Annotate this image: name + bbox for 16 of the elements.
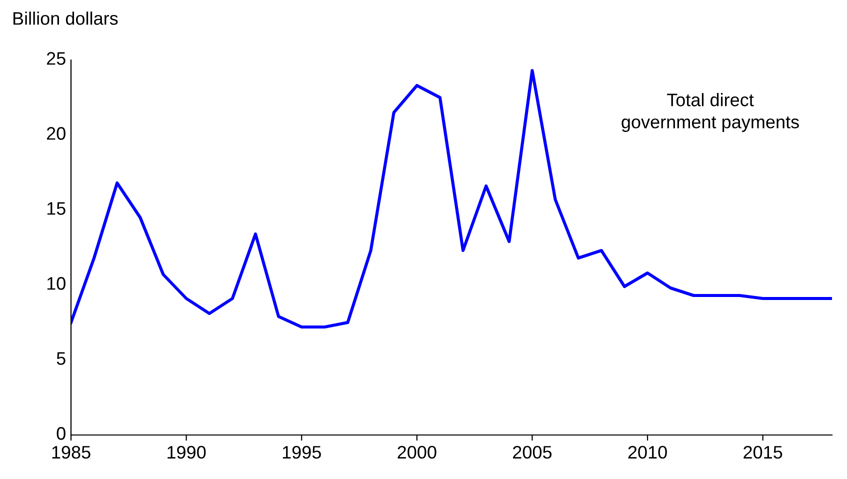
x-tick-label: 1995 — [282, 446, 321, 459]
x-tick-label: 1985 — [52, 446, 90, 459]
y-tick-label: 25 — [46, 52, 66, 65]
y-tick-label: 15 — [47, 202, 66, 215]
x-tick-label: 2010 — [628, 446, 667, 459]
annotation: Total direct government payments — [622, 93, 799, 132]
x-tick-label: 2005 — [513, 446, 552, 459]
x-tick-label: 1990 — [168, 446, 206, 459]
y-axis-title: Billion dollars — [13, 12, 118, 25]
x-tick-label: 2015 — [744, 446, 782, 459]
line-series — [71, 68, 832, 329]
y-tick-label: 20 — [46, 127, 66, 140]
y-tick-label: 10 — [47, 277, 66, 290]
y-tick-label: 5 — [56, 352, 66, 365]
x-tick-label: 2000 — [398, 446, 436, 459]
y-tick-label: 0 — [56, 427, 66, 440]
